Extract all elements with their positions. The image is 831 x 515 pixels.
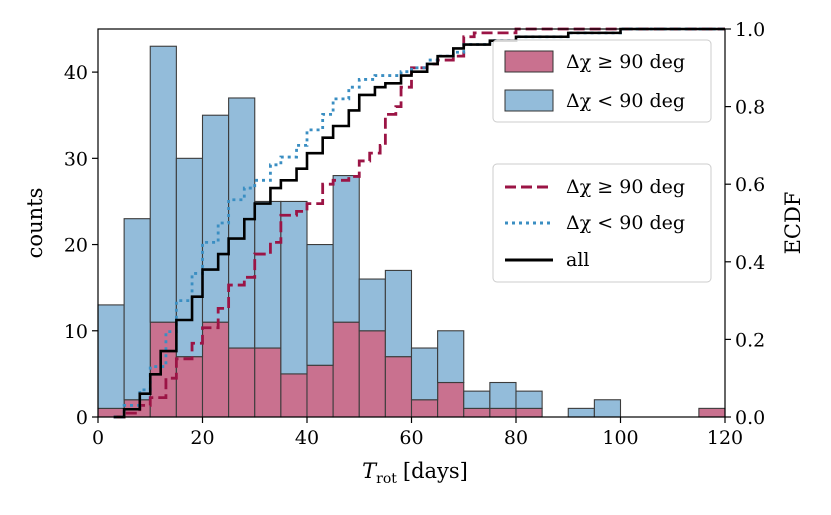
x-axis-label: Trot [days] <box>362 459 468 487</box>
legend-label-ge-90: Δχ ≥ 90 deg <box>566 51 685 73</box>
bars-delta-ge-90 <box>97 321 726 418</box>
bar-lt-90-45 <box>332 175 360 323</box>
bar-ge-90-70 <box>463 407 491 418</box>
y2-tick-label: 0.0 <box>735 407 765 429</box>
legend-label-ecdf-ge-90: Δχ ≥ 90 deg <box>566 176 685 198</box>
y-axis-left-ticks: 0 10 20 30 40 <box>64 62 98 429</box>
bar-lt-90-40 <box>306 244 334 366</box>
bar-lt-90-75 <box>489 381 517 409</box>
bar-ge-90-45 <box>332 321 360 418</box>
bar-ge-90-25 <box>228 347 256 418</box>
ecdf-line-all <box>113 27 725 419</box>
x-tick-label: 40 <box>295 427 319 449</box>
y-axis-label-right: ECDF <box>781 192 805 255</box>
x-tick-label: 60 <box>399 427 423 449</box>
bar-ge-90-30 <box>254 347 282 418</box>
bar-lt-90-35 <box>280 200 308 375</box>
legend-histogram: Δχ ≥ 90 deg Δχ < 90 deg <box>492 39 712 123</box>
bars-delta-lt-90 <box>97 45 622 418</box>
x-tick-label: 20 <box>190 427 214 449</box>
x-axis-label-unit: [days] <box>403 459 468 483</box>
x-tick-label: 80 <box>504 427 528 449</box>
bar-ge-90-50 <box>358 330 386 418</box>
y-tick-label: 10 <box>64 321 88 343</box>
y-axis-label-left: counts <box>23 188 47 259</box>
legend-box <box>492 163 712 283</box>
y2-tick-label: 1.0 <box>735 19 765 41</box>
bar-ge-90-35 <box>280 373 308 418</box>
bar-lt-90-10 <box>149 45 177 323</box>
y-axis-right-ticks: 0.0 0.2 0.4 0.6 0.8 1.0 <box>725 19 765 429</box>
legend-ecdf: Δχ ≥ 90 deg Δχ < 90 deg all <box>492 163 712 283</box>
x-axis-label-main: T <box>362 459 378 483</box>
bar-lt-90-0 <box>97 304 125 409</box>
bar-lt-90-60 <box>410 347 439 401</box>
bar-lt-90-55 <box>384 269 413 358</box>
y2-tick-label: 0.8 <box>735 97 765 119</box>
bar-lt-90-30 <box>254 200 282 349</box>
bar-lt-90-80 <box>515 390 543 409</box>
y-tick-label: 0 <box>76 407 88 429</box>
bar-lt-90-50 <box>358 278 386 332</box>
bar-lt-90-25 <box>228 97 256 349</box>
y2-tick-label: 0.2 <box>735 329 765 351</box>
legend-label-ecdf-lt-90: Δχ < 90 deg <box>566 212 685 234</box>
x-tick-label: 0 <box>92 427 104 449</box>
bar-ge-90-15 <box>175 356 204 418</box>
x-axis-label-sub: rot <box>376 471 397 487</box>
legend-label-all: all <box>566 249 589 271</box>
legend-swatch-ge-90 <box>504 50 554 73</box>
bar-ge-90-40 <box>306 364 334 418</box>
bar-ge-90-115 <box>698 407 726 418</box>
bar-lt-90-70 <box>463 390 491 409</box>
bar-ge-90-10 <box>149 321 177 418</box>
y-tick-label: 20 <box>64 235 88 257</box>
x-axis-ticks: 0 20 40 60 80 100 120 <box>92 417 743 449</box>
bar-lt-90-20 <box>201 114 230 323</box>
x-tick-label: 120 <box>707 427 743 449</box>
bar-ge-90-80 <box>515 407 543 418</box>
y-tick-label: 30 <box>64 148 88 170</box>
x-tick-label: 100 <box>602 427 638 449</box>
ecdf-lines <box>113 27 725 419</box>
y2-tick-label: 0.6 <box>735 174 765 196</box>
legend-swatch-lt-90 <box>504 89 554 112</box>
legend-label-lt-90: Δχ < 90 deg <box>566 90 685 112</box>
bar-ge-90-65 <box>437 381 465 418</box>
bar-ge-90-55 <box>384 356 413 418</box>
bar-ge-90-20 <box>201 321 230 418</box>
bar-lt-90-90 <box>567 407 595 418</box>
bar-lt-90-15 <box>175 157 204 358</box>
ecdf-line-lt-90 <box>113 27 725 419</box>
bar-ge-90-75 <box>489 407 517 418</box>
ecdf-line-ge-90 <box>113 27 725 419</box>
bar-lt-90-95 <box>593 399 622 418</box>
bar-lt-90-5 <box>123 218 151 401</box>
bar-ge-90-60 <box>410 399 439 418</box>
bar-lt-90-65 <box>437 330 465 384</box>
y2-tick-label: 0.4 <box>735 252 765 274</box>
y-tick-label: 40 <box>64 62 88 84</box>
